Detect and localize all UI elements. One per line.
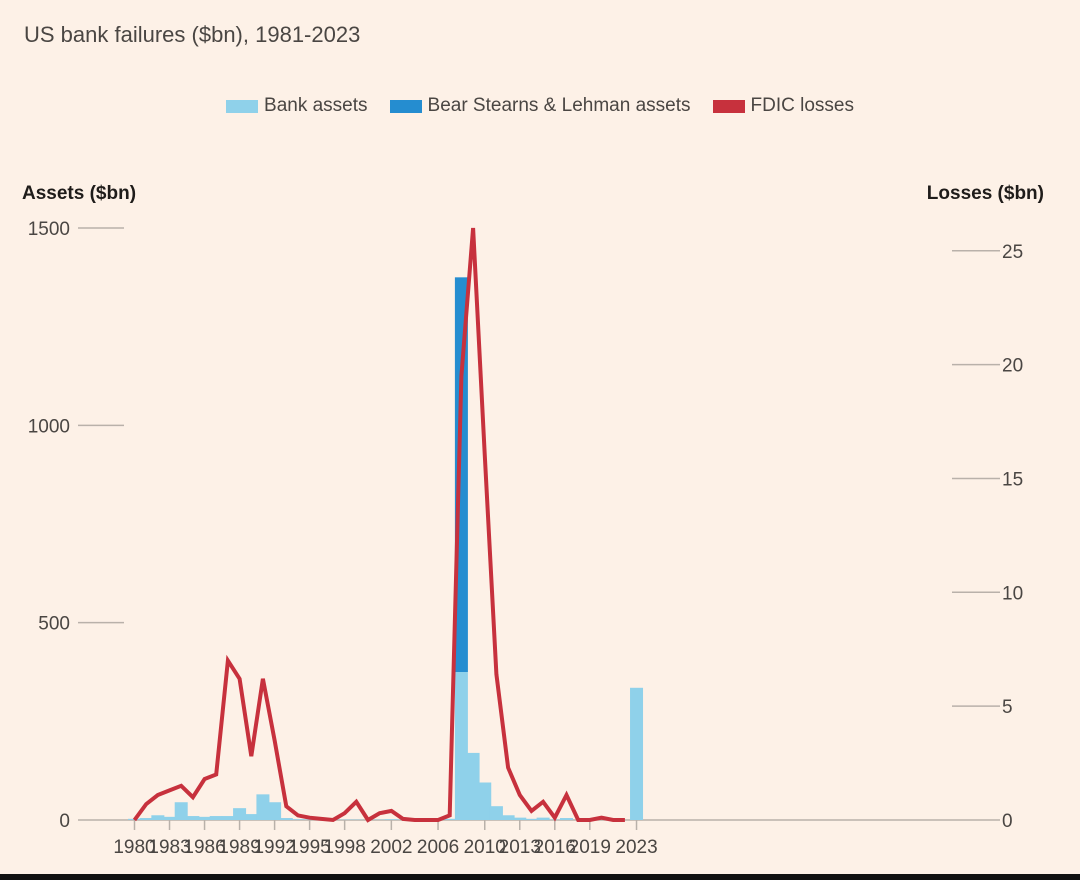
legend-label-bear-lehman: Bear Stearns & Lehman assets	[427, 95, 691, 116]
x-tick-label: 2010	[464, 837, 506, 858]
bank-assets-bar	[151, 815, 165, 820]
x-tick-label: 2006	[417, 837, 459, 858]
bank-assets-bar	[454, 672, 468, 820]
left-tick-label: 0	[59, 811, 70, 832]
bear-lehman-bar	[454, 277, 468, 672]
legend-swatch-bank-assets	[226, 99, 259, 113]
left-tick-label: 500	[38, 614, 70, 635]
legend-item-bear-lehman: Bear Stearns & Lehman assets	[389, 95, 691, 117]
bank-assets-bar	[443, 818, 457, 820]
x-tick-label: 2016	[534, 837, 576, 858]
bank-assets-bar	[198, 816, 212, 820]
x-tick-label: 1989	[218, 837, 260, 858]
x-tick-label: 1983	[148, 837, 190, 858]
fdic-losses-line	[132, 227, 625, 823]
right-tick-label: 0	[1002, 811, 1013, 832]
bank-assets-bar	[478, 782, 492, 820]
left-tick-label: 1500	[28, 219, 70, 240]
bank-assets-bar	[139, 818, 153, 820]
bank-assets-bar	[559, 818, 573, 820]
legend-swatch-bear-lehman	[389, 99, 422, 113]
bank-assets-bar	[174, 802, 188, 820]
x-tick-label: 1998	[324, 837, 366, 858]
bank-assets-bar	[221, 816, 235, 820]
bank-assets-bar	[163, 816, 177, 820]
x-tick-label: 1986	[183, 837, 225, 858]
bank-assets-bar	[291, 819, 305, 820]
bank-assets-bar	[268, 802, 282, 820]
x-tick-label: 2013	[499, 837, 541, 858]
bank-assets-bar	[524, 818, 538, 820]
right-tick-label: 25	[1002, 242, 1023, 263]
bank-assets-bar	[244, 814, 258, 820]
legend-label-fdic-losses: FDIC losses	[750, 95, 854, 116]
bottom-border	[0, 874, 1080, 880]
x-tick-label: 1995	[288, 837, 330, 858]
bank-assets-bar	[501, 815, 515, 820]
bank-assets-bar	[466, 752, 480, 820]
legend: Bank assets Bear Stearns & Lehman assets…	[0, 95, 1080, 117]
right-tick-label: 15	[1002, 469, 1023, 490]
bank-assets-bar	[489, 806, 503, 820]
legend-item-bank-assets: Bank assets	[226, 95, 368, 117]
legend-label-bank-assets: Bank assets	[264, 95, 368, 116]
bank-assets-bar	[630, 687, 644, 820]
right-axis-title: Losses ($bn)	[926, 183, 1044, 204]
legend-swatch-fdic-losses	[712, 99, 745, 113]
x-tick-label: 2023	[615, 837, 657, 858]
left-tick-label: 1000	[28, 416, 70, 437]
chart-title: US bank failures ($bn), 1981-2023	[24, 22, 361, 47]
bank-assets-bar	[256, 794, 270, 820]
right-tick-label: 10	[1002, 583, 1023, 604]
x-tick-label: 2019	[569, 837, 611, 858]
left-axis-title: Assets ($bn)	[22, 183, 137, 204]
bank-assets-bar	[233, 808, 247, 820]
bank-assets-bar	[279, 818, 293, 820]
right-tick-label: 5	[1002, 697, 1013, 718]
bank-assets-bar	[209, 816, 223, 820]
x-tick-label: 2002	[370, 837, 412, 858]
x-tick-label: 1980	[113, 837, 155, 858]
bank-assets-bar	[384, 819, 398, 820]
bank-assets-bar	[186, 816, 200, 820]
right-tick-label: 20	[1002, 356, 1023, 377]
bank-assets-bar	[536, 817, 550, 820]
bank-assets-bar	[513, 817, 527, 820]
legend-item-fdic-losses: FDIC losses	[712, 95, 854, 117]
x-tick-label: 1992	[253, 837, 295, 858]
